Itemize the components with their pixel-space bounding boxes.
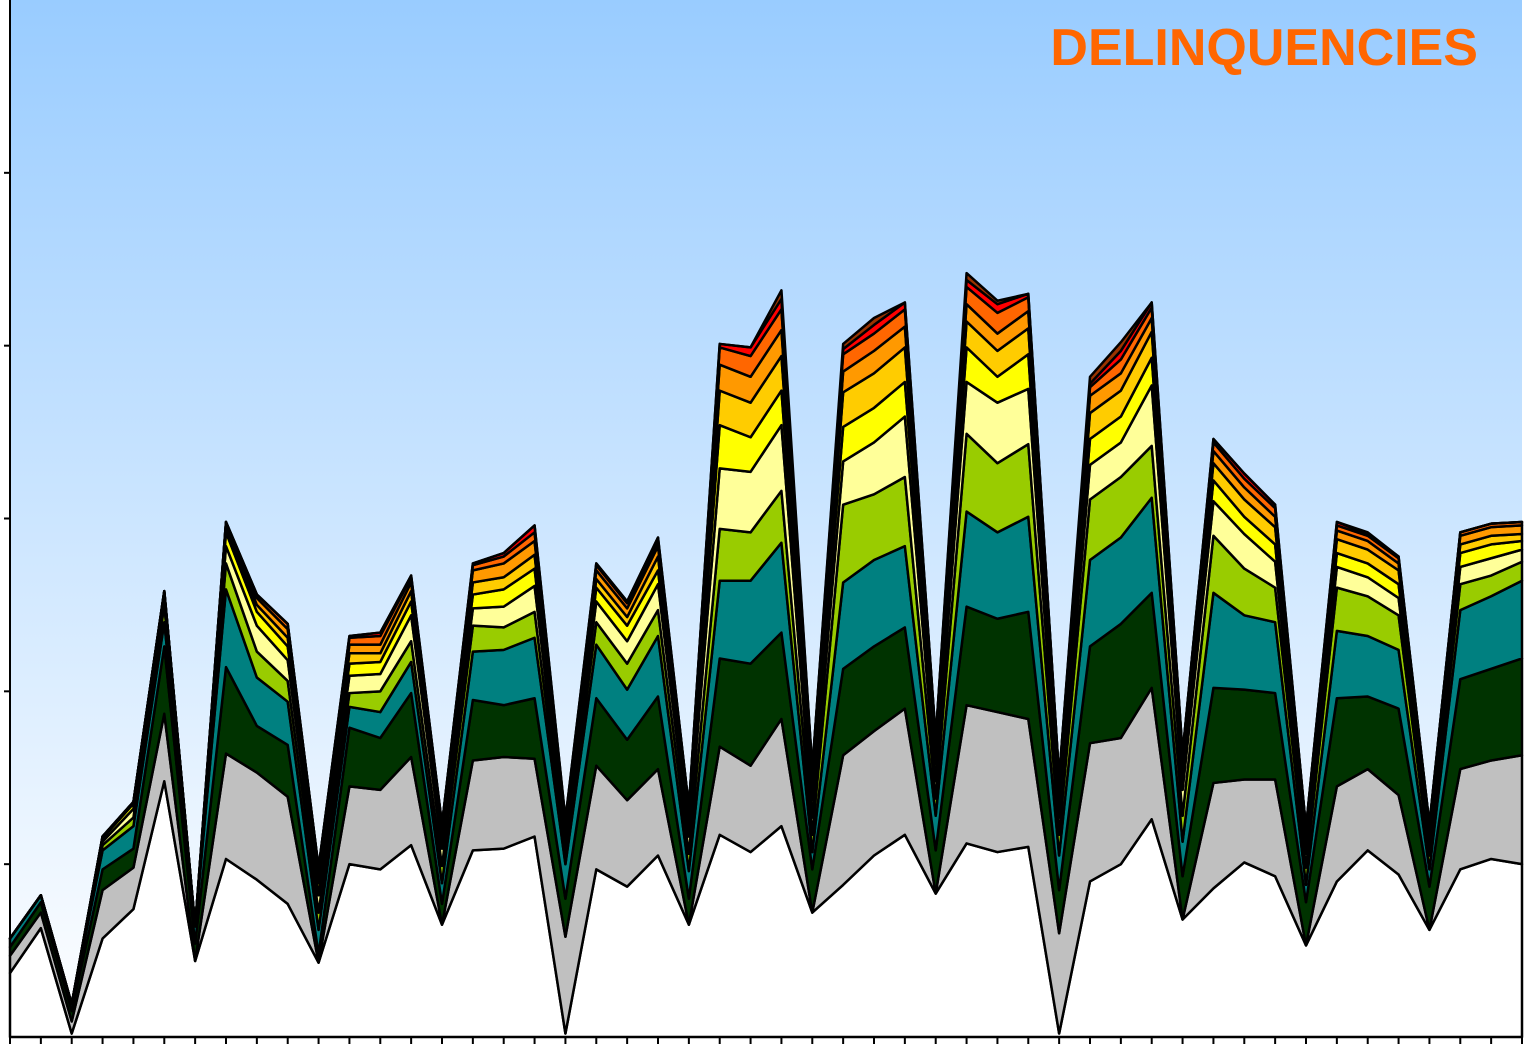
series-area-12 [8,271,1524,1006]
chart-title: DELINQUENCIES [1050,19,1478,77]
axes [4,0,1523,1044]
